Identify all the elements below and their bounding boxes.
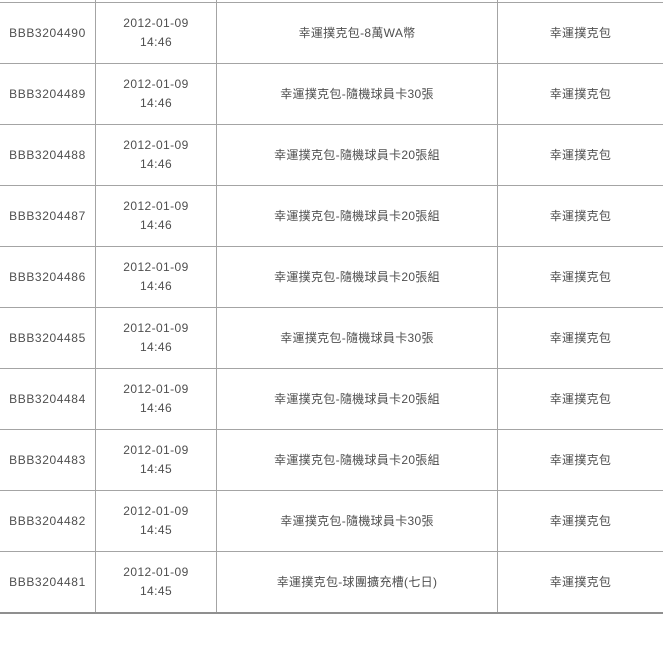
time-text: 14:45: [139, 462, 173, 476]
cell-datetime: 2012-01-09 14:46: [96, 369, 217, 429]
cell-datetime: 2012-01-09 14:46: [96, 125, 217, 185]
cell-category: 幸運撲克包: [549, 513, 612, 528]
time-text: 14:46: [139, 279, 173, 293]
time-text: 14:45: [139, 584, 173, 598]
table-row: BBB3204486 2012-01-09 14:46 幸運撲克包-隨機球員卡2…: [0, 246, 663, 307]
cell-category: 幸運撲克包: [549, 208, 612, 223]
cell-category: 幸運撲克包: [549, 269, 612, 284]
cell-transaction-id: BBB3204490: [0, 3, 96, 63]
date-text: 2012-01-09: [123, 77, 189, 91]
cell-datetime: 2012-01-09 14:46: [96, 308, 217, 368]
table-row: BBB3204484 2012-01-09 14:46 幸運撲克包-隨機球員卡2…: [0, 368, 663, 429]
cell-category: 幸運撲克包: [549, 452, 612, 467]
cell-category: 幸運撲克包: [549, 86, 612, 101]
cell-transaction-id: BBB3204485: [0, 308, 96, 368]
cell-transaction-id: BBB3204484: [0, 369, 96, 429]
cell-item-name: 幸運撲克包-隨機球員卡20張組: [217, 430, 498, 490]
date-text: 2012-01-09: [123, 138, 189, 152]
cell-item-name: 幸運撲克包-隨機球員卡20張組: [217, 186, 498, 246]
time-text: 14:46: [139, 401, 173, 415]
cell-category: 幸運撲克包: [549, 25, 612, 40]
date-text: 2012-01-09: [123, 504, 189, 518]
cell-item-name: 幸運撲克包-隨機球員卡20張組: [217, 125, 498, 185]
cell-datetime: 2012-01-09 14:45: [96, 430, 217, 490]
cell-category: 幸運撲克包: [549, 147, 612, 162]
cell-category: 幸運撲克包: [549, 574, 612, 589]
cell-datetime: 2012-01-09 14:46: [96, 64, 217, 124]
cell-transaction-id: BBB3204489: [0, 64, 96, 124]
cell-item-name: 幸運撲克包-隨機球員卡20張組: [217, 369, 498, 429]
cell-item-name: 幸運撲克包-球團擴充槽(七日): [217, 552, 498, 612]
cell-category: 幸運撲克包: [549, 391, 612, 406]
table-row: BBB3204490 2012-01-09 14:46 幸運撲克包-8萬WA幣 …: [0, 2, 663, 63]
date-text: 2012-01-09: [123, 199, 189, 213]
table-row: BBB3204482 2012-01-09 14:45 幸運撲克包-隨機球員卡3…: [0, 490, 663, 551]
cell-datetime: 2012-01-09 14:46: [96, 3, 217, 63]
cell-transaction-id: BBB3204481: [0, 552, 96, 612]
cell-transaction-id: BBB3204486: [0, 247, 96, 307]
cell-item-name: 幸運撲克包-隨機球員卡20張組: [217, 247, 498, 307]
date-text: 2012-01-09: [123, 565, 189, 579]
cell-transaction-id: BBB3204483: [0, 430, 96, 490]
cell-item-name: 幸運撲克包-隨機球員卡30張: [217, 308, 498, 368]
cell-datetime: 2012-01-09 14:46: [96, 186, 217, 246]
cell-transaction-id: BBB3204487: [0, 186, 96, 246]
cell-datetime: 2012-01-09 14:45: [96, 552, 217, 612]
clipped-row-stub: [0, 0, 663, 2]
table-row: BBB3204485 2012-01-09 14:46 幸運撲克包-隨機球員卡3…: [0, 307, 663, 368]
time-text: 14:46: [139, 340, 173, 354]
time-text: 14:46: [139, 157, 173, 171]
cell-datetime: 2012-01-09 14:45: [96, 491, 217, 551]
cell-datetime: 2012-01-09 14:46: [96, 247, 217, 307]
date-text: 2012-01-09: [123, 382, 189, 396]
table-row: BBB3204489 2012-01-09 14:46 幸運撲克包-隨機球員卡3…: [0, 63, 663, 124]
table-row: BBB3204483 2012-01-09 14:45 幸運撲克包-隨機球員卡2…: [0, 429, 663, 490]
transactions-table: BBB3204490 2012-01-09 14:46 幸運撲克包-8萬WA幣 …: [0, 0, 663, 614]
date-text: 2012-01-09: [123, 260, 189, 274]
table-row: BBB3204488 2012-01-09 14:46 幸運撲克包-隨機球員卡2…: [0, 124, 663, 185]
cell-item-name: 幸運撲克包-8萬WA幣: [217, 3, 498, 63]
time-text: 14:46: [139, 35, 173, 49]
cell-transaction-id: BBB3204482: [0, 491, 96, 551]
time-text: 14:45: [139, 523, 173, 537]
date-text: 2012-01-09: [123, 16, 189, 30]
time-text: 14:46: [139, 218, 173, 232]
cell-item-name: 幸運撲克包-隨機球員卡30張: [217, 491, 498, 551]
table-row: BBB3204487 2012-01-09 14:46 幸運撲克包-隨機球員卡2…: [0, 185, 663, 246]
date-text: 2012-01-09: [123, 443, 189, 457]
time-text: 14:46: [139, 96, 173, 110]
cell-category: 幸運撲克包: [549, 330, 612, 345]
table-row: BBB3204481 2012-01-09 14:45 幸運撲克包-球團擴充槽(…: [0, 551, 663, 612]
date-text: 2012-01-09: [123, 321, 189, 335]
cell-transaction-id: BBB3204488: [0, 125, 96, 185]
cell-item-name: 幸運撲克包-隨機球員卡30張: [217, 64, 498, 124]
